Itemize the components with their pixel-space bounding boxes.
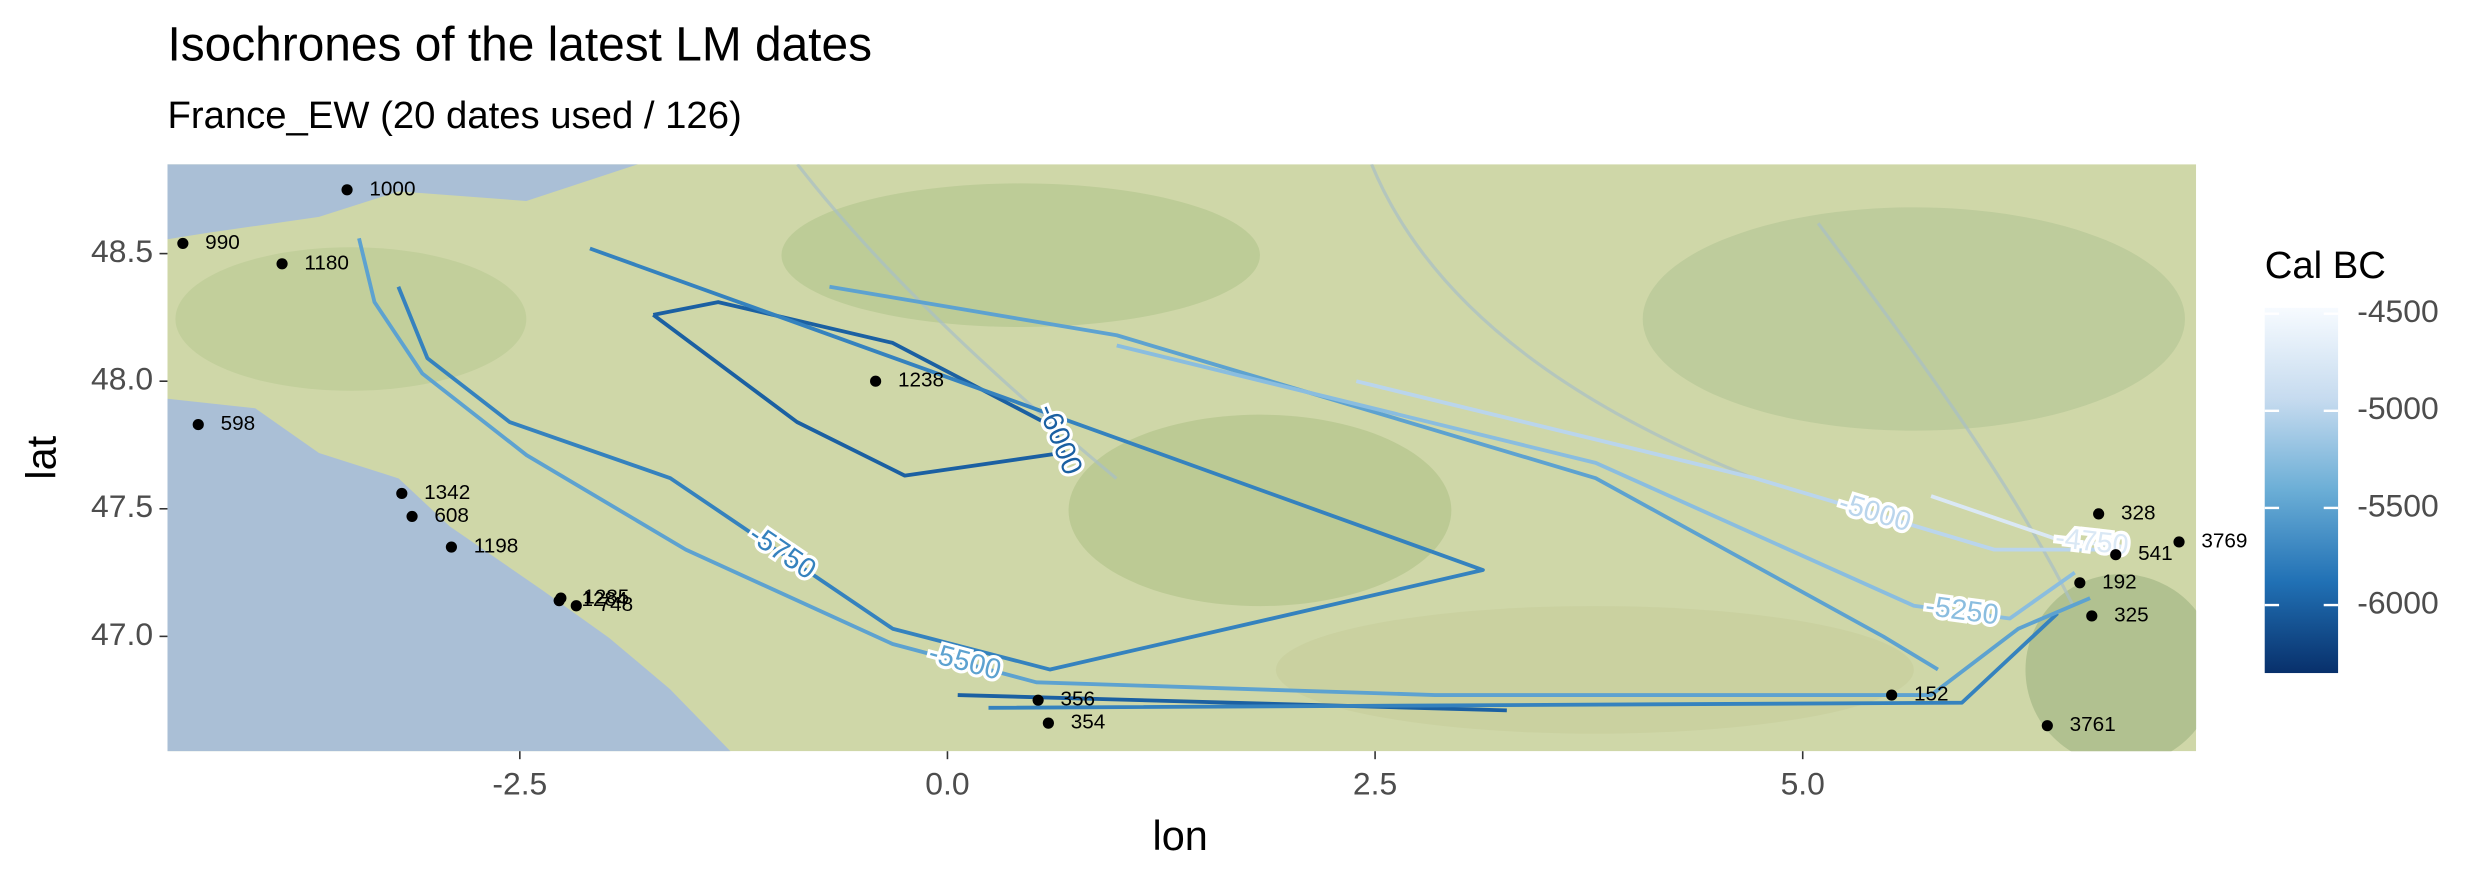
y-axis-title: lat [18,435,65,479]
legend-tick-label: -6000 [2357,584,2439,620]
site-point [445,541,457,553]
site-point [192,418,204,431]
chart-subtitle: France_EW (20 dates used / 126) [167,94,741,137]
y-tick-label: 48.5 [91,233,153,269]
legend-tick-label: -5000 [2357,390,2439,426]
y-tick-label: 48.0 [91,361,153,397]
contour-line [1116,343,2076,621]
relief [175,247,527,391]
site-label: 1238 [898,369,944,392]
legend-title: Cal BC [2265,244,2386,287]
site-point [2074,577,2086,589]
site-point [870,375,882,387]
site-point [406,510,418,523]
site-label: 541 [2138,542,2173,565]
contour-line [652,300,1507,713]
site-label: 356 [1060,688,1095,711]
site-point [2110,549,2122,561]
site-point [570,600,582,612]
legend-tick-label: -5500 [2357,487,2439,523]
river [796,164,2075,607]
x-axis-title: lon [1153,812,1208,859]
x-tick-label: 2.5 [1353,766,1397,802]
site-label: 748 [599,593,634,616]
site-label: 328 [2121,501,2156,524]
chart-title: Isochrones of the latest LM dates [167,19,872,72]
contour-line [396,246,2059,710]
sea [167,164,638,240]
site-label: 1198 [474,535,519,558]
site-point [1032,694,1044,706]
x-tick-label: 0.0 [925,766,969,802]
relief [1068,414,1452,607]
site-point [276,258,288,270]
contour-line [357,237,2091,697]
y-tick-label: 47.5 [91,488,153,524]
site-point [2093,508,2105,520]
site-point [2086,610,2098,622]
site-label: 192 [2102,570,2137,593]
x-tick-label: 5.0 [1781,766,1825,802]
site-point [341,184,353,196]
site-label: 598 [221,412,256,435]
contour-line [1355,379,2106,552]
site-point [1042,717,1054,729]
y-tick-label: 47.0 [91,616,153,652]
site-label: 1285 [583,586,629,609]
site-label: 1000 [369,177,415,200]
contours [357,237,2127,713]
site-label: 990 [205,231,240,254]
contour-line [1930,494,2127,549]
site-label: 1284 [581,588,627,611]
site-label: 152 [1914,683,1949,706]
colorbar [2264,307,2339,674]
basemap [167,164,2197,752]
site-label: 1180 [304,251,349,274]
legend-tick-label: -4500 [2357,293,2439,329]
site-label: 608 [434,504,469,527]
x-tick-label: -2.5 [492,766,547,802]
site-point [396,487,408,500]
site-point [177,237,189,249]
site-label: 1342 [424,481,470,504]
site-label: 354 [1071,711,1106,734]
relief [1642,207,2185,431]
site-point [2173,536,2185,548]
site-point [2041,720,2053,732]
site-label: 3769 [2201,529,2247,552]
site-point [553,595,565,607]
sea [167,398,731,752]
relief [1275,606,1914,734]
site-point [1886,689,1898,701]
relief [2025,574,2197,752]
relief [781,183,1260,327]
site-label: 3761 [2070,713,2116,736]
site-label: 325 [2114,603,2149,626]
